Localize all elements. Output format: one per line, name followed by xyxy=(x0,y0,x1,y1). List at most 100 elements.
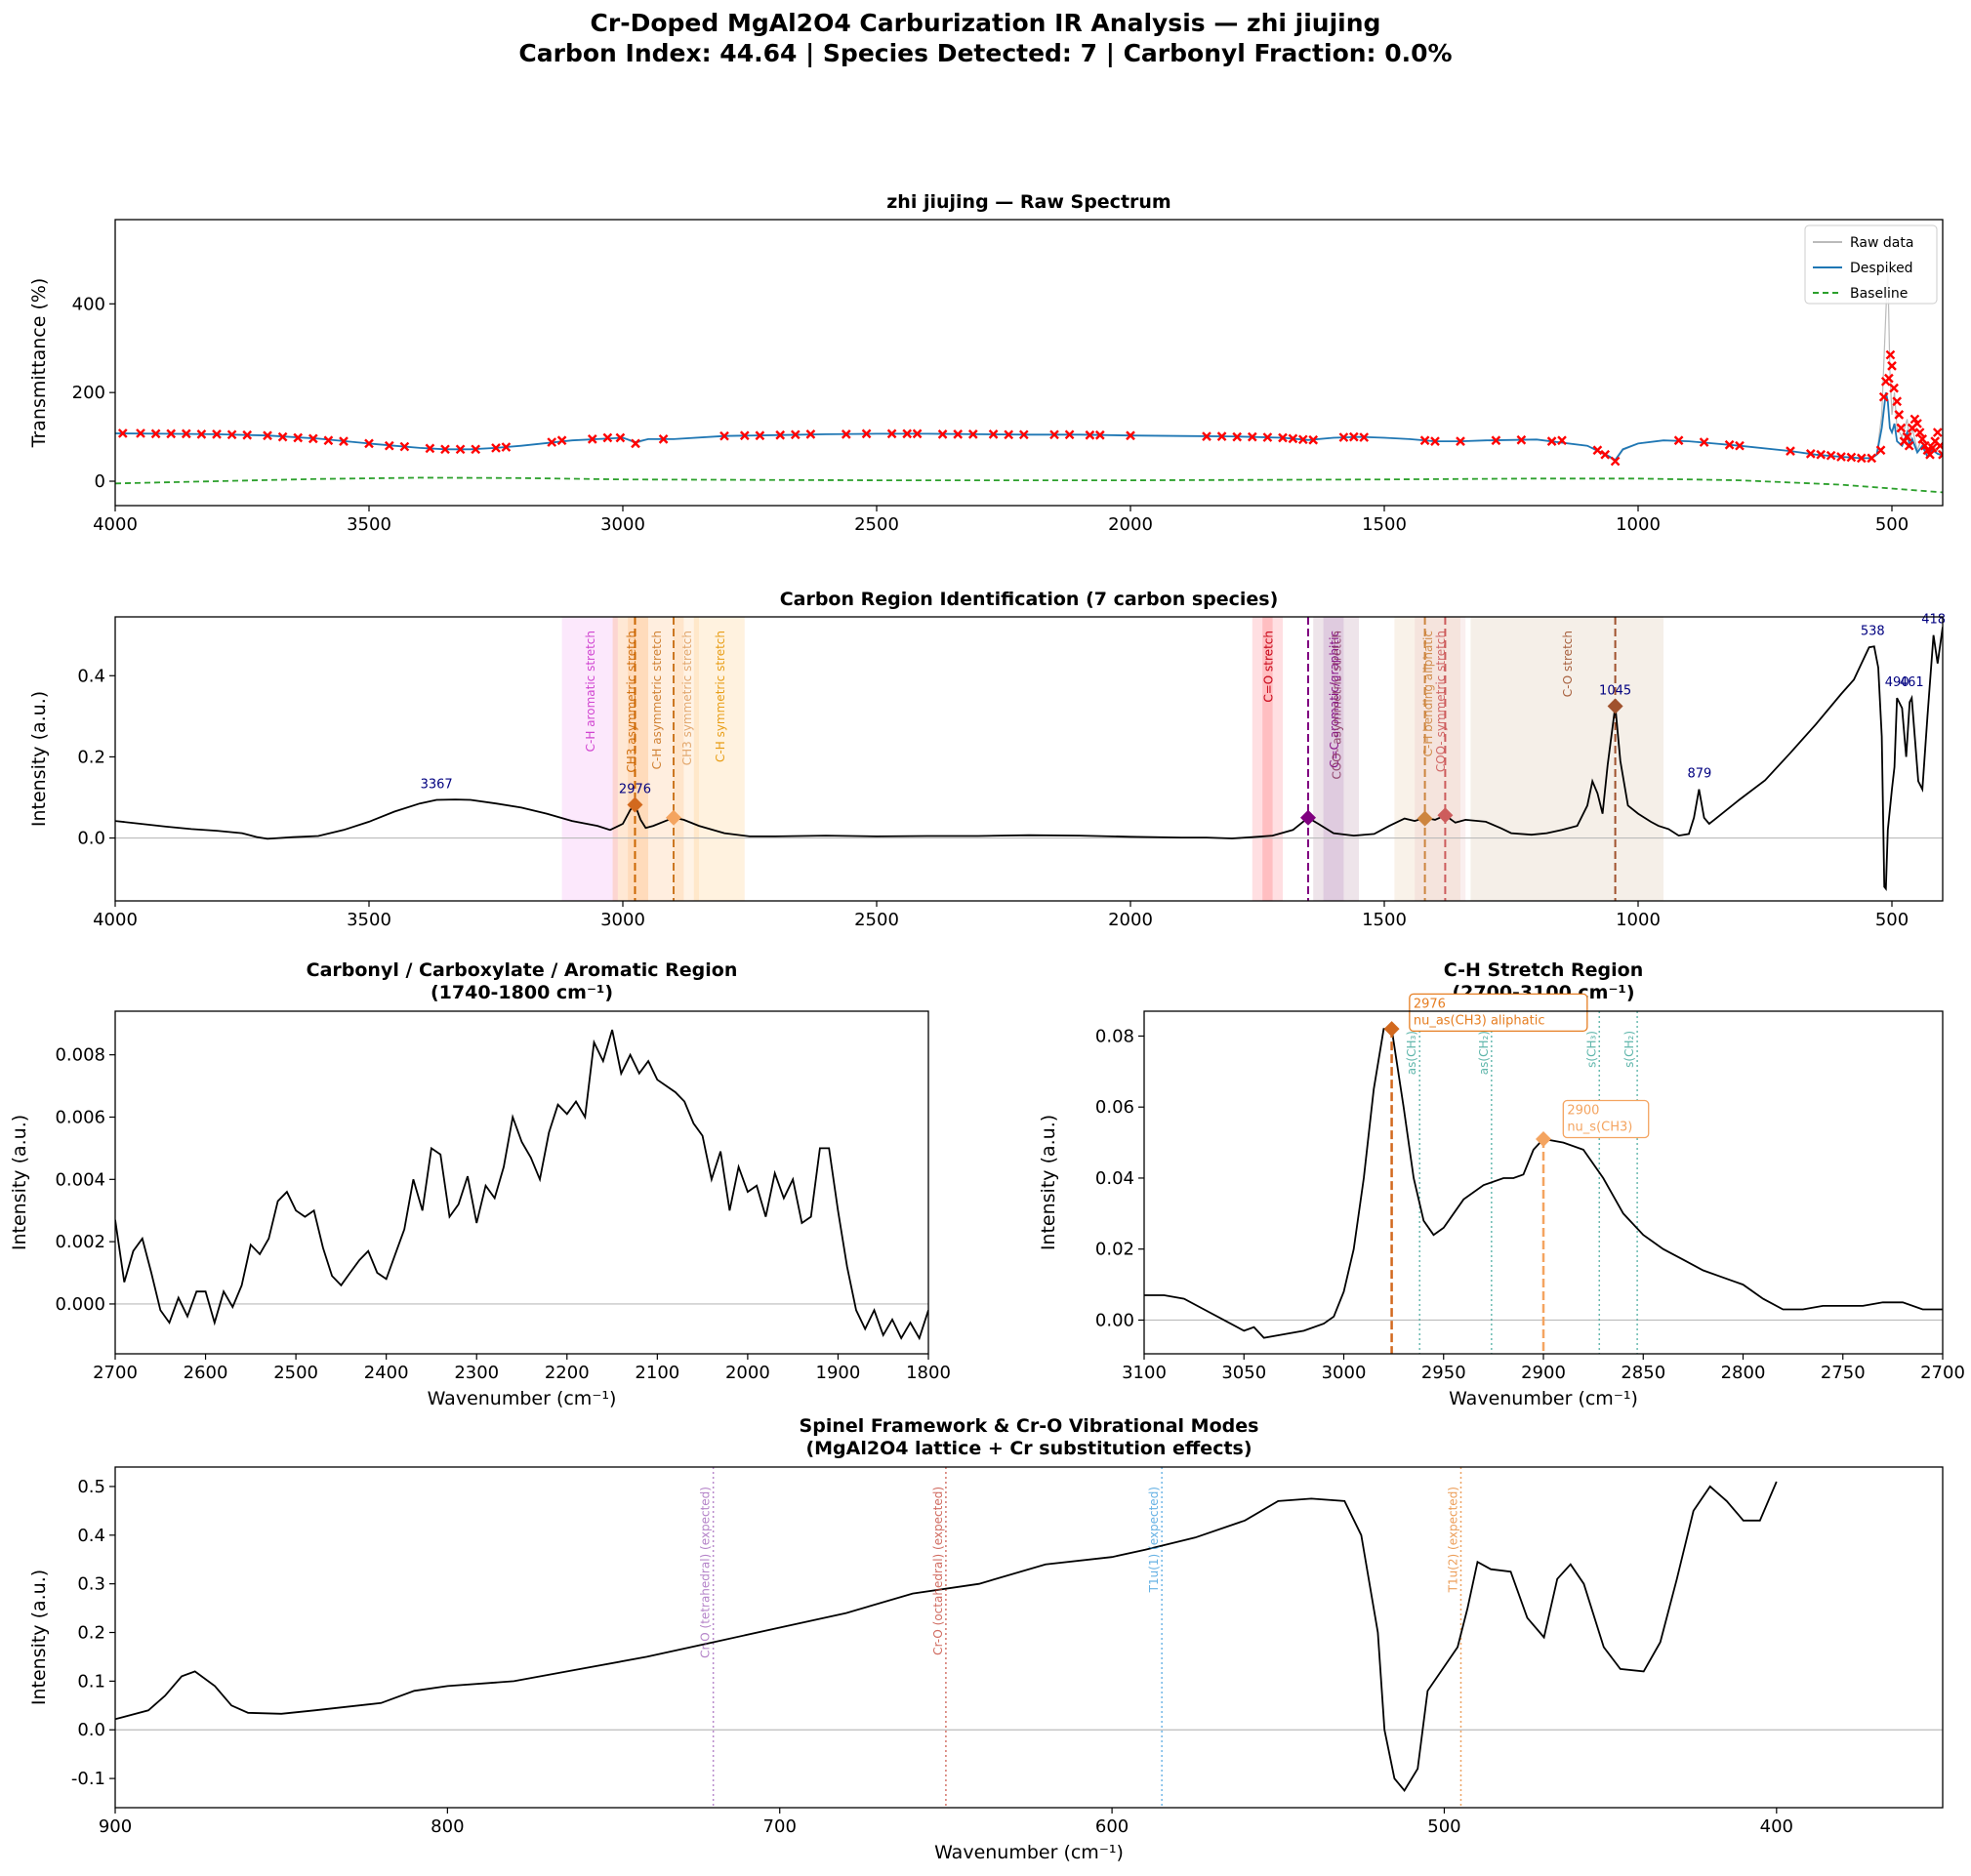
annotation-box xyxy=(1409,993,1588,1033)
spike-marker xyxy=(1938,449,1943,460)
spike-marker xyxy=(902,428,913,439)
chart-title: Carbon Region Identification (7 carbon s… xyxy=(780,589,1279,610)
x-tick-label: 3050 xyxy=(1221,1363,1266,1383)
spike-marker xyxy=(150,428,161,439)
spike-marker xyxy=(1786,446,1795,456)
y-tick-label: 0.008 xyxy=(55,1045,105,1066)
spike-marker xyxy=(1232,431,1243,442)
x-tick-label: 2600 xyxy=(184,1363,228,1383)
spike-marker xyxy=(1297,434,1308,445)
x-tick-label: 2200 xyxy=(545,1363,590,1383)
spike-marker xyxy=(1925,449,1935,460)
spike-marker xyxy=(1867,453,1877,464)
legend-entry: Despiked xyxy=(1850,261,1913,276)
x-tick-label: 3500 xyxy=(347,910,391,930)
spike-marker xyxy=(1456,436,1465,446)
spike-marker xyxy=(1875,445,1886,456)
series-line xyxy=(115,1029,928,1341)
spike-marker xyxy=(364,438,374,449)
spike-marker xyxy=(1927,443,1938,453)
x-tick-label: 600 xyxy=(1095,1816,1129,1837)
reference-label: s(CH₃) xyxy=(1584,1031,1598,1068)
spike-marker xyxy=(1735,440,1745,451)
peak-label: 418 xyxy=(1921,613,1946,628)
spike-marker xyxy=(1914,428,1925,437)
spike-marker xyxy=(739,430,750,441)
spike-marker xyxy=(1917,434,1928,444)
y-tick-label: 0.5 xyxy=(77,1477,105,1497)
spike-marker xyxy=(841,429,851,439)
spike-marker xyxy=(1932,428,1943,437)
axes-frame xyxy=(114,1466,1944,1809)
spike-marker xyxy=(1922,445,1933,456)
peak-marker xyxy=(1437,807,1454,824)
x-tick-label: 2700 xyxy=(93,1363,138,1383)
spike-marker xyxy=(399,441,410,452)
region-band xyxy=(1252,617,1283,901)
annotation-line1: 2900 xyxy=(1567,1103,1599,1118)
x-tick-label: 4000 xyxy=(93,514,138,535)
spike-marker xyxy=(1600,449,1611,460)
x-axis-label: Wavenumber (cm⁻¹) xyxy=(1449,1388,1638,1409)
reference-label: T1u(2) (expected) xyxy=(1446,1487,1459,1593)
peak-marker xyxy=(1383,1021,1400,1038)
chart-regions: Carbon Region Identification (7 carbon s… xyxy=(28,589,1946,930)
region-band xyxy=(1415,617,1466,901)
peak-label: 461 xyxy=(1900,675,1924,690)
spike-marker xyxy=(242,429,253,440)
spike-marker xyxy=(1902,431,1912,442)
region-band xyxy=(1313,617,1359,901)
chart-ch_stretch: C-H Stretch Region(2700-3100 cm⁻¹)as(CH₃… xyxy=(1038,959,1965,1409)
spike-marker xyxy=(1359,432,1370,442)
x-tick-label: 2100 xyxy=(635,1363,679,1383)
spike-marker xyxy=(196,429,207,439)
region-label: C=O stretch xyxy=(1261,631,1275,703)
peak-marker xyxy=(627,796,643,813)
axes-frame xyxy=(114,219,1944,507)
spike-marker xyxy=(1805,449,1816,459)
peak-label: 879 xyxy=(1688,767,1712,782)
x-tick-label: 700 xyxy=(763,1816,797,1837)
spike-marker xyxy=(1338,432,1349,442)
x-tick-label: 400 xyxy=(1760,1816,1793,1837)
peak-label: 490 xyxy=(1885,675,1909,690)
series-line xyxy=(115,627,1943,891)
chart-title: Carbonyl / Carboxylate / Aromatic Region xyxy=(307,959,738,981)
spike-marker xyxy=(988,429,999,439)
spike-marker xyxy=(1826,450,1836,461)
y-tick-label: 0.004 xyxy=(55,1169,105,1190)
series-line xyxy=(115,392,1943,462)
spike-marker xyxy=(1673,435,1684,446)
region-band xyxy=(1394,617,1460,901)
legend-entry: Raw data xyxy=(1850,235,1913,251)
x-tick-label: 3000 xyxy=(600,514,645,535)
spike-marker xyxy=(1018,429,1029,440)
x-tick-label: 2800 xyxy=(1721,1363,1766,1383)
x-tick-label: 500 xyxy=(1875,910,1909,930)
x-tick-label: 3000 xyxy=(1322,1363,1367,1383)
x-tick-label: 2850 xyxy=(1621,1363,1665,1383)
y-tick-label: -0.1 xyxy=(71,1769,105,1789)
reference-label: as(CH₃) xyxy=(1405,1031,1418,1075)
spike-marker xyxy=(308,433,318,444)
annotation-line2: nu_s(CH3) xyxy=(1567,1120,1632,1134)
axes-frame xyxy=(114,616,1944,902)
series-line xyxy=(115,1481,1778,1793)
x-tick-label: 2500 xyxy=(854,910,899,930)
spike-marker xyxy=(1216,431,1227,441)
region-band xyxy=(561,617,618,901)
plot-area xyxy=(115,267,1943,494)
x-tick-label: 4000 xyxy=(93,910,138,930)
chart-title: C-H Stretch Region xyxy=(1444,959,1644,981)
x-tick-label: 2500 xyxy=(273,1363,318,1383)
peak-label: 2976 xyxy=(619,782,651,796)
spike-marker xyxy=(1049,429,1059,440)
x-axis-label: Wavenumber (cm⁻¹) xyxy=(428,1388,617,1409)
y-tick-label: 0.4 xyxy=(77,666,105,686)
spike-marker xyxy=(912,428,923,439)
spike-marker xyxy=(1094,429,1105,440)
y-tick-label: 0.0 xyxy=(77,829,105,849)
spike-marker xyxy=(323,435,334,446)
peak-marker xyxy=(666,809,681,826)
x-tick-label: 1900 xyxy=(816,1363,861,1383)
